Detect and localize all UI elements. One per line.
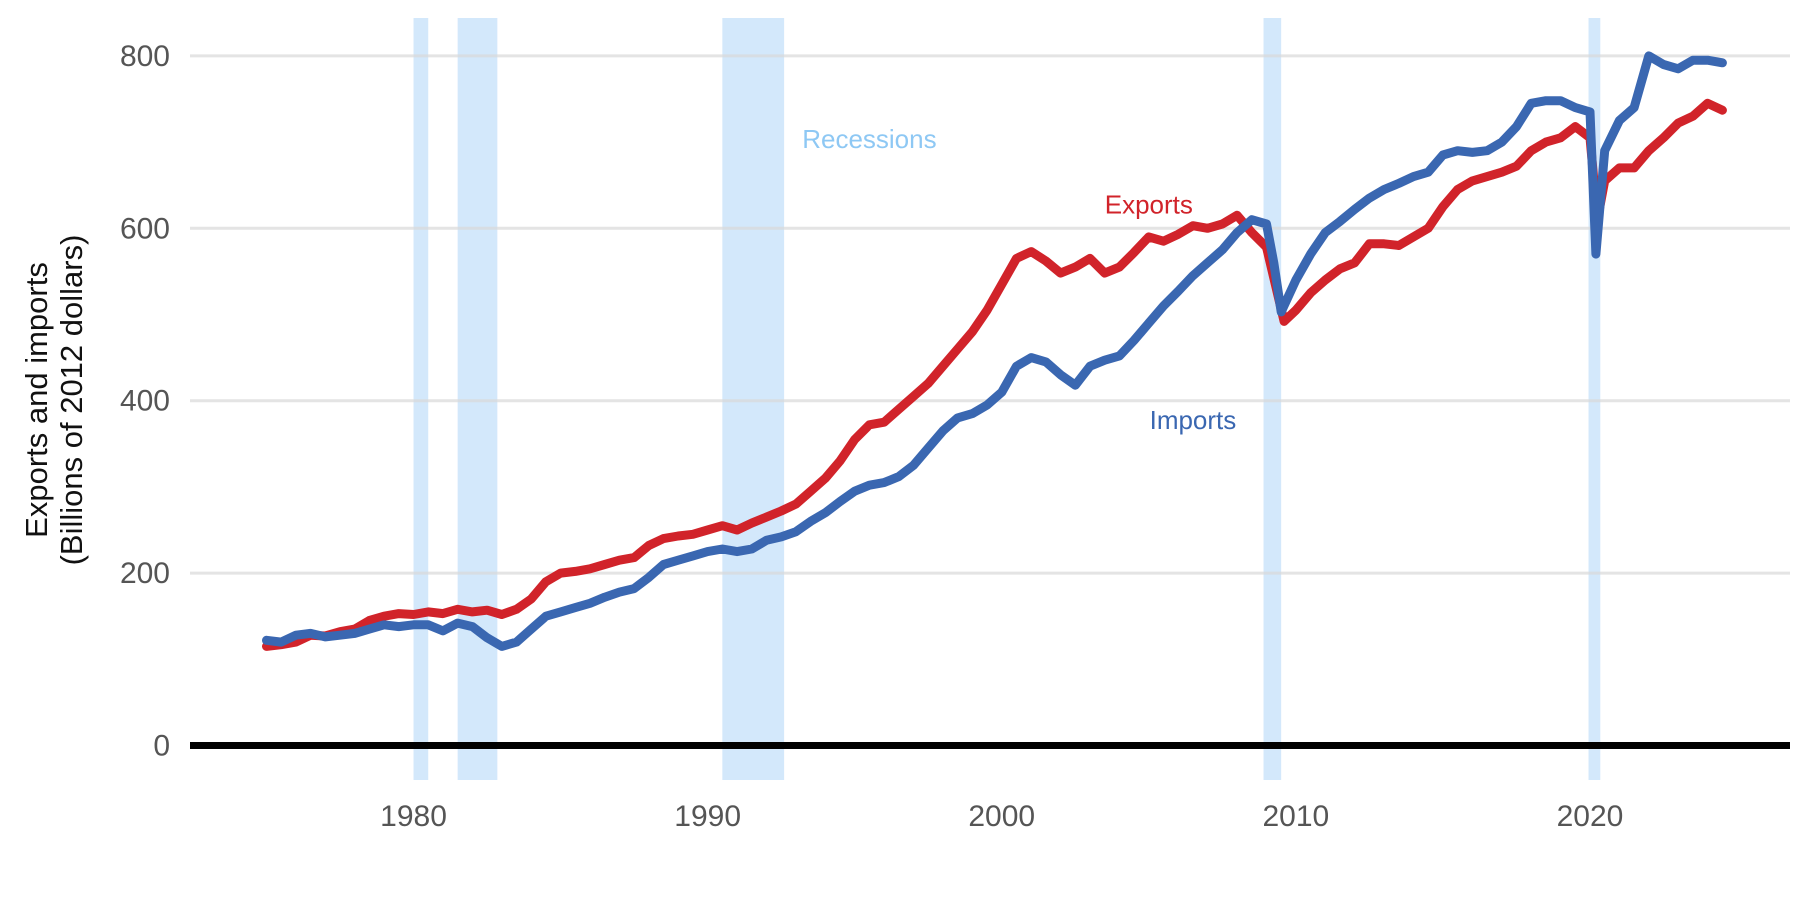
recession-band-3 [722, 18, 785, 780]
imports-line [262, 51, 1727, 651]
x-tick-label: 1990 [674, 800, 741, 833]
y-tick-label: 200 [120, 557, 170, 590]
x-axis-ticks: 1980 1990 2000 2010 2020 [380, 800, 1623, 833]
y-tick-label: 400 [120, 385, 170, 418]
y-axis-title-line2: (Billions of 2012 dollars) [54, 235, 89, 566]
gridlines [190, 54, 1790, 575]
annotations: Recessions Exports Imports [802, 124, 1236, 435]
y-tick-label: 600 [120, 212, 170, 245]
imports-series-label: Imports [1150, 405, 1237, 435]
recession-band-2 [457, 18, 498, 780]
exports-line [262, 98, 1727, 651]
x-tick-label: 2010 [1263, 800, 1330, 833]
x-tick-label: 2000 [968, 800, 1035, 833]
y-tick-label: 0 [153, 730, 170, 763]
recession-bands [413, 18, 1601, 780]
y-axis-ticks: 0 200 400 600 800 [120, 40, 170, 763]
y-axis-title-line1: Exports and imports [19, 262, 54, 538]
y-tick-label: 800 [120, 40, 170, 73]
series-lines [262, 51, 1727, 651]
x-tick-label: 2020 [1557, 800, 1624, 833]
recession-band-1 [413, 18, 429, 780]
recession-band-4 [1263, 18, 1282, 780]
recession-band-5 [1588, 18, 1601, 780]
x-tick-label: 1980 [380, 800, 447, 833]
recessions-label: Recessions [802, 124, 936, 154]
exports-series-label: Exports [1105, 190, 1193, 220]
